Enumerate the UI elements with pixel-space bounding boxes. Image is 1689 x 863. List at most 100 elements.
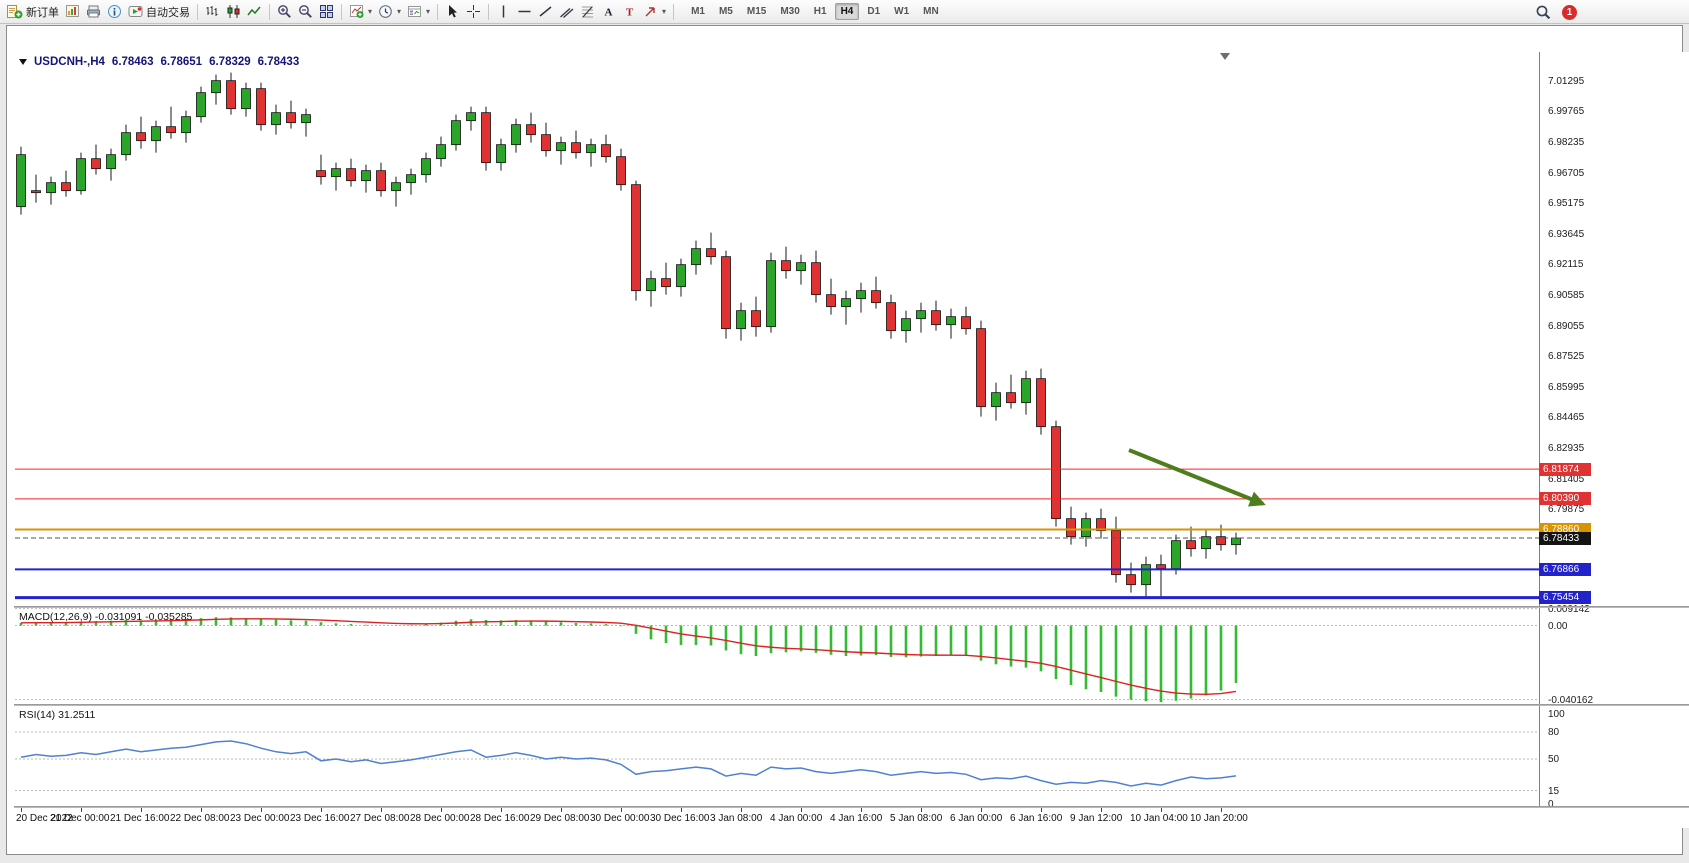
bar-chart-button[interactable]	[202, 2, 223, 22]
price-grid-label: 6.85995	[1548, 381, 1585, 393]
dropdown-caret-icon[interactable]: ▾	[662, 7, 667, 16]
tile-windows-icon	[319, 4, 334, 19]
price-chart[interactable]	[15, 52, 1539, 606]
toolbar-separator	[488, 3, 490, 20]
arrows-button[interactable]: ▾	[640, 2, 669, 22]
time-label: 22 Dec 08:00	[170, 813, 230, 824]
macd-label: MACD(12,26,9) -0.031091 -0.035285	[19, 611, 192, 623]
search-icon[interactable]	[1532, 2, 1554, 22]
cursor-button[interactable]	[442, 2, 463, 22]
symbol-list-icon[interactable]	[19, 59, 27, 65]
pane-separator[interactable]	[14, 806, 1689, 808]
cursor-icon	[445, 4, 460, 19]
price-level-badge: 6.76866	[1539, 562, 1591, 576]
chart-shift-marker-icon[interactable]	[1220, 53, 1230, 60]
data-window-icon	[107, 4, 122, 19]
time-label: 28 Dec 16:00	[470, 813, 530, 824]
rsi-name: RSI(14)	[19, 709, 56, 721]
dropdown-caret-icon[interactable]: ▾	[368, 7, 373, 16]
label-button[interactable]: T	[619, 2, 640, 22]
line-chart-button[interactable]	[244, 2, 265, 22]
time-label: 10 Jan 20:00	[1190, 813, 1248, 824]
dropdown-caret-icon[interactable]: ▾	[426, 7, 431, 16]
zoom-out-icon	[298, 4, 313, 19]
timeframe-m5-button[interactable]: M5	[718, 6, 733, 17]
crosshair-button[interactable]	[463, 2, 484, 22]
toolbar-separator	[269, 3, 270, 20]
time-label: 5 Jan 08:00	[890, 813, 943, 824]
price-grid-label: 6.79875	[1548, 504, 1585, 516]
fibonacci-icon	[580, 4, 595, 19]
time-label: 21 Dec 00:00	[50, 813, 110, 824]
rsi-scale-label: 0	[1548, 799, 1554, 810]
rsi-label: RSI(14) 31.2511	[19, 709, 95, 721]
price-grid-label: 7.01295	[1548, 75, 1585, 87]
channel-button[interactable]	[556, 2, 577, 22]
print-button[interactable]	[83, 2, 104, 22]
templates-button[interactable]: ▾	[404, 2, 433, 22]
time-label: 4 Jan 00:00	[770, 813, 823, 824]
auto-trading-button[interactable]: 自动交易	[125, 2, 193, 22]
time-tick	[1101, 808, 1102, 812]
zoom-in-button[interactable]	[274, 2, 295, 22]
bar-chart-icon	[205, 4, 220, 19]
dropdown-caret-icon[interactable]: ▾	[397, 7, 402, 16]
price-level-badge: 6.81874	[1539, 462, 1591, 476]
data-window-button[interactable]	[104, 2, 125, 22]
time-tick	[201, 808, 202, 812]
timeframe-mn-button[interactable]: MN	[923, 6, 939, 17]
notification-badge[interactable]: 1	[1562, 4, 1577, 20]
price-grid-label: 6.93645	[1548, 228, 1585, 240]
time-label: 30 Dec 16:00	[650, 813, 710, 824]
fibonacci-button[interactable]	[577, 2, 598, 22]
symbol-label: USDCNH-,H4	[34, 56, 105, 68]
price-grid-label: 6.98235	[1548, 136, 1585, 148]
rsi-scale-label: 15	[1548, 785, 1560, 797]
periods-button[interactable]: ▾	[375, 2, 404, 22]
toolbar-separator	[673, 3, 675, 20]
timeframe-m15-button[interactable]: M15	[746, 6, 767, 17]
macd-panel[interactable]	[15, 608, 1539, 704]
time-tick	[441, 808, 442, 812]
pane-separator[interactable]	[14, 606, 1689, 608]
indicators-button[interactable]: ▾	[346, 2, 375, 22]
text-button[interactable]: A	[598, 2, 619, 22]
trendline-button[interactable]	[535, 2, 556, 22]
pane-separator[interactable]	[14, 704, 1689, 706]
svg-text:A: A	[605, 7, 613, 19]
label-icon: T	[622, 4, 637, 19]
timeframe-h4-button[interactable]: H4	[834, 3, 860, 20]
time-axis[interactable]: 20 Dec 2022 21 Dec 00:00 21 Dec 16:00 22 De…	[14, 808, 1689, 828]
time-tick	[921, 808, 922, 812]
macd-scale-label: 0.00	[1548, 620, 1568, 632]
time-label: 10 Jan 04:00	[1130, 813, 1188, 824]
timeframe-m30-button[interactable]: M30	[780, 6, 800, 17]
timeframe-w1-button[interactable]: W1	[894, 6, 910, 17]
vertical-line-button[interactable]	[493, 2, 514, 22]
zoom-out-button[interactable]	[295, 2, 316, 22]
new-order-button[interactable]: 新订单	[4, 2, 62, 22]
price-grid-label: 6.89055	[1548, 320, 1585, 332]
candlestick-chart-button[interactable]	[223, 2, 244, 22]
time-label: 21 Dec 16:00	[110, 813, 170, 824]
timeframe-d1-button[interactable]: D1	[867, 6, 881, 17]
rsi-panel[interactable]	[15, 706, 1539, 806]
time-tick	[261, 808, 262, 812]
close-value: 6.78433	[257, 56, 300, 68]
timeframe-h1-button[interactable]: H1	[813, 6, 827, 17]
tile-windows-button[interactable]	[316, 2, 337, 22]
time-label: 3 Jan 08:00	[710, 813, 763, 824]
charts-profile-button[interactable]	[62, 2, 83, 22]
horizontal-line-icon	[517, 4, 532, 19]
macd-scale-label: -0.040162	[1548, 694, 1594, 706]
time-label: 4 Jan 16:00	[830, 813, 883, 824]
rsi-scale-label: 100	[1548, 709, 1565, 720]
price-axis[interactable]: 7.01295 6.99765 6.98235 6.96705 6.95175 6.936…	[1539, 52, 1689, 826]
toolbar-buttons-group: 新订单 自动交易 ▾ ▾ ▾ A T ▾	[4, 2, 678, 22]
timeframe-m1-button[interactable]: M1	[691, 6, 705, 17]
rsi-value: 31.2511	[58, 709, 96, 721]
toolbar-separator	[341, 3, 342, 20]
horizontal-line-button[interactable]	[514, 2, 535, 22]
time-label: 6 Jan 16:00	[1010, 813, 1063, 824]
